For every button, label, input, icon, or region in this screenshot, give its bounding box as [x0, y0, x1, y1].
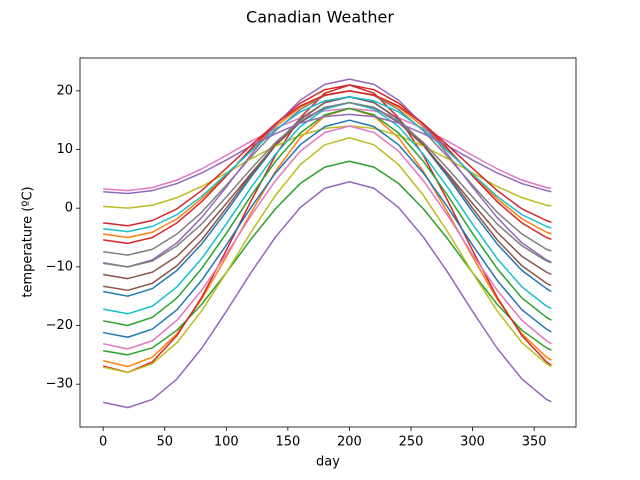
series-line [103, 125, 552, 209]
series-line [103, 90, 552, 239]
series-line [103, 101, 552, 268]
series-line [103, 160, 552, 356]
series-line [102, 84, 552, 374]
x-tick-label: 200 [337, 435, 362, 450]
series-line [103, 78, 552, 268]
y-axis-label: temperature (ºC) [21, 186, 36, 297]
series-line [103, 101, 552, 315]
x-axis-label: day [316, 455, 340, 470]
series-line [102, 181, 552, 409]
y-tick-label: −30 [46, 377, 73, 392]
x-tick-label: 350 [522, 435, 547, 450]
plot-frame [79, 57, 577, 428]
series-line [103, 95, 552, 292]
x-tick-label: 250 [399, 435, 424, 450]
x-tick-label: 100 [214, 435, 239, 450]
x-tick-label: 150 [275, 435, 300, 450]
series-line [103, 90, 552, 227]
y-tick-label: 20 [56, 83, 73, 98]
x-tick-label: 0 [99, 435, 107, 450]
series-line [103, 101, 552, 280]
chart-title: Canadian Weather [246, 8, 394, 27]
y-tick-label: 0 [65, 201, 73, 216]
series-line [103, 119, 552, 338]
series-line [103, 107, 552, 327]
y-tick-label: −20 [46, 318, 73, 333]
series-line [102, 137, 552, 374]
series-line [103, 107, 552, 192]
y-tick-label: 10 [56, 142, 73, 157]
x-tick-label: 50 [156, 435, 173, 450]
series-line [103, 95, 552, 233]
y-tick-label: −10 [46, 259, 73, 274]
x-tick-label: 300 [460, 435, 485, 450]
series-line [103, 84, 552, 245]
series-line [103, 113, 552, 195]
series-line [102, 125, 552, 350]
